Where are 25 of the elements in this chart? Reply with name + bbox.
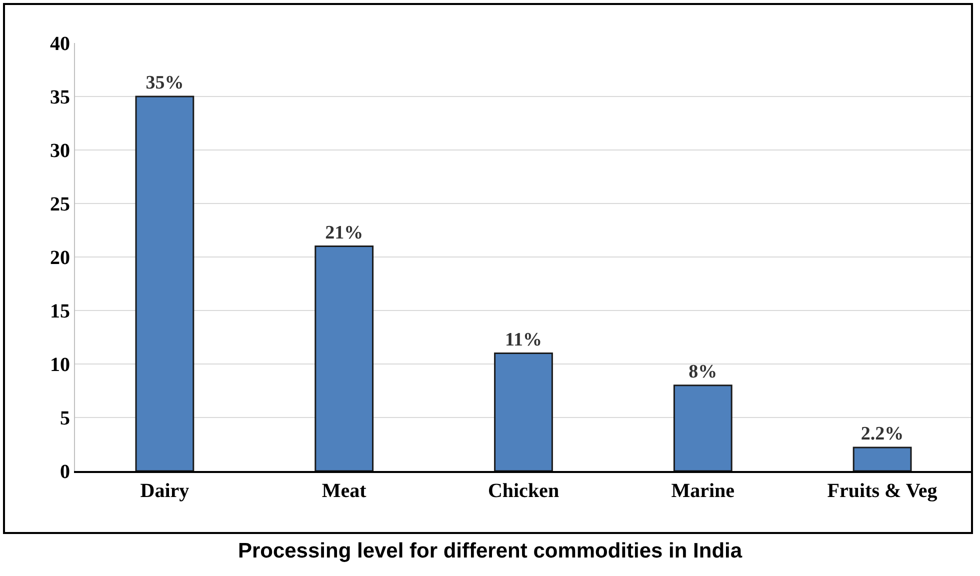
y-tick-label: 20 [50, 247, 70, 269]
text: Processing level for different commodities in India [238, 539, 742, 562]
x-tick-label: Dairy [140, 480, 190, 502]
y-tick-label: 30 [50, 140, 70, 162]
y-tick-label: 0 [60, 461, 70, 483]
data-label: 8% [688, 361, 718, 382]
data-label: 35% [146, 72, 184, 94]
y-tick-label: 10 [50, 354, 70, 376]
x-tick-label: Meat [322, 480, 367, 502]
bar [852, 446, 912, 471]
x-tick-label: Chicken [488, 480, 560, 502]
x-tick-label: Marine [671, 480, 735, 502]
data-label: 2.2% [860, 423, 904, 444]
bar [673, 384, 732, 471]
y-tick-label: 5 [60, 408, 70, 430]
y-tick-label: 25 [50, 194, 70, 216]
data-label: 11% [505, 329, 542, 350]
y-tick-label: 15 [50, 300, 70, 322]
x-tick-label: Fruits & Veg [827, 480, 938, 502]
bar [314, 246, 374, 471]
bar [494, 352, 553, 471]
y-tick-label: 35 [50, 86, 70, 108]
bar [135, 96, 194, 471]
data-label: 21% [325, 222, 364, 244]
y-tick-label: 40 [50, 33, 70, 55]
